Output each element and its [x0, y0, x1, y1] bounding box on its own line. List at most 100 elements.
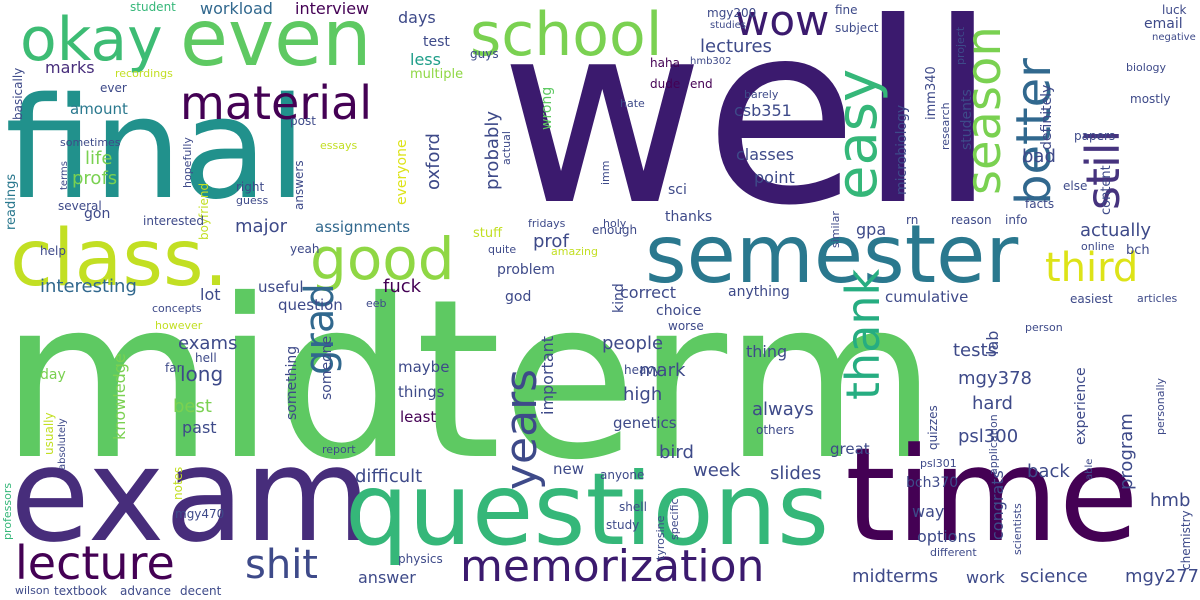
cloud-word: slides — [770, 463, 822, 484]
cloud-word: things — [398, 383, 445, 401]
cloud-word: mgy470 — [175, 507, 225, 521]
cloud-word: even — [180, 0, 372, 84]
cloud-word: ever — [100, 81, 127, 95]
cloud-word: question — [278, 296, 343, 314]
cloud-word: terms — [59, 161, 70, 190]
cloud-word: easiest — [1070, 292, 1113, 306]
cloud-word: lectures — [700, 36, 772, 57]
cloud-word: amount — [70, 100, 128, 118]
cloud-word: midterm — [0, 252, 938, 508]
cloud-word: semester — [645, 208, 1019, 301]
cloud-word: anyone — [600, 468, 645, 482]
cloud-word: science — [1020, 566, 1088, 587]
cloud-word: difficult — [355, 466, 423, 487]
cloud-word: rn — [906, 213, 919, 227]
cloud-word: always — [752, 399, 814, 420]
cloud-word: biology — [1126, 61, 1167, 74]
cloud-word: third — [1045, 245, 1139, 291]
cloud-word: important — [538, 335, 557, 415]
cloud-word: notes — [171, 466, 185, 500]
cloud-word: wow — [735, 0, 830, 45]
cloud-word: study — [606, 518, 640, 532]
cloud-word: least — [400, 408, 437, 426]
cloud-word: knowledge — [110, 353, 129, 440]
cloud-word: less — [410, 50, 441, 69]
cloud-word: bch — [1126, 243, 1150, 258]
cloud-word: specific — [668, 498, 681, 540]
cloud-word: high — [623, 384, 663, 405]
cloud-word: people — [602, 333, 664, 354]
cloud-word: profs — [72, 168, 118, 189]
cloud-word: decent — [180, 584, 222, 598]
cloud-word: several — [58, 199, 102, 213]
cloud-word: class. — [10, 214, 229, 304]
cloud-word: program — [1116, 413, 1137, 490]
cloud-word: best — [173, 396, 212, 417]
cloud-word: choice — [656, 303, 702, 319]
cloud-word: bch370 — [906, 475, 959, 491]
cloud-word: info — [1005, 213, 1028, 227]
cloud-word: personally — [1154, 377, 1167, 435]
cloud-word: cumulative — [885, 288, 969, 306]
cloud-word: lecture — [15, 536, 175, 590]
cloud-word: fuck — [383, 276, 422, 297]
cloud-word: advance — [120, 584, 172, 598]
cloud-word: negative — [1152, 32, 1196, 43]
cloud-word: mgy277 — [1125, 566, 1199, 587]
cloud-word: multiple — [410, 67, 464, 82]
cloud-word: maybe — [398, 358, 450, 376]
cloud-word: interesting — [40, 276, 137, 297]
cloud-word: life — [85, 148, 113, 169]
cloud-word: useful — [258, 278, 304, 296]
cloud-word: however — [155, 319, 203, 332]
cloud-word: yeah — [290, 242, 320, 256]
cloud-word: test — [423, 34, 450, 50]
cloud-word: readings — [4, 173, 19, 230]
cloud-word: actual — [500, 131, 513, 165]
cloud-word: something — [284, 345, 300, 420]
cloud-word: thing — [746, 342, 788, 361]
cloud-word: school — [470, 0, 663, 70]
cloud-word: correct — [620, 283, 677, 302]
cloud-word: research — [939, 102, 952, 150]
cloud-word: guess — [236, 194, 269, 207]
cloud-word: stuff — [473, 226, 503, 241]
cloud-word: mgy200 — [707, 6, 757, 20]
cloud-word: experience — [1073, 367, 1089, 445]
cloud-word: okay — [20, 5, 163, 75]
cloud-word: post — [290, 114, 316, 128]
cloud-word: problem — [497, 262, 555, 278]
cloud-word: student — [130, 0, 176, 14]
cloud-word: psl300 — [958, 426, 1019, 447]
cloud-word: questions — [345, 451, 830, 568]
cloud-word: concepts — [152, 302, 202, 315]
cloud-word: mgy378 — [958, 368, 1032, 389]
cloud-word: mark — [639, 360, 686, 381]
cloud-word: worse — [668, 319, 704, 333]
cloud-word: thank — [836, 268, 890, 400]
cloud-word: assignments — [315, 218, 411, 236]
cloud-word: imm340 — [924, 66, 939, 120]
cloud-word: dude — [650, 77, 681, 91]
cloud-word: hell — [195, 351, 217, 365]
cloud-word: classes — [736, 145, 794, 164]
cloud-word: articles — [1137, 292, 1178, 305]
cloud-word: sci — [668, 182, 687, 198]
cloud-word: hard — [972, 393, 1013, 414]
cloud-word: haha — [650, 56, 680, 70]
cloud-word: actually — [1080, 220, 1152, 241]
cloud-word: interview — [295, 0, 370, 18]
cloud-word: help — [40, 244, 66, 258]
cloud-word: barely — [744, 88, 779, 101]
cloud-word: major — [235, 216, 287, 237]
cloud-word: exam — [10, 419, 371, 571]
cloud-word: fridays — [528, 217, 566, 230]
cloud-word: past — [182, 418, 217, 437]
cloud-word: well — [500, 0, 998, 260]
cloud-word: midterms — [852, 566, 939, 587]
cloud-word: answers — [292, 160, 306, 210]
cloud-word: holy — [603, 217, 627, 230]
cloud-word: hate — [620, 97, 645, 110]
cloud-word: essays — [320, 139, 358, 152]
